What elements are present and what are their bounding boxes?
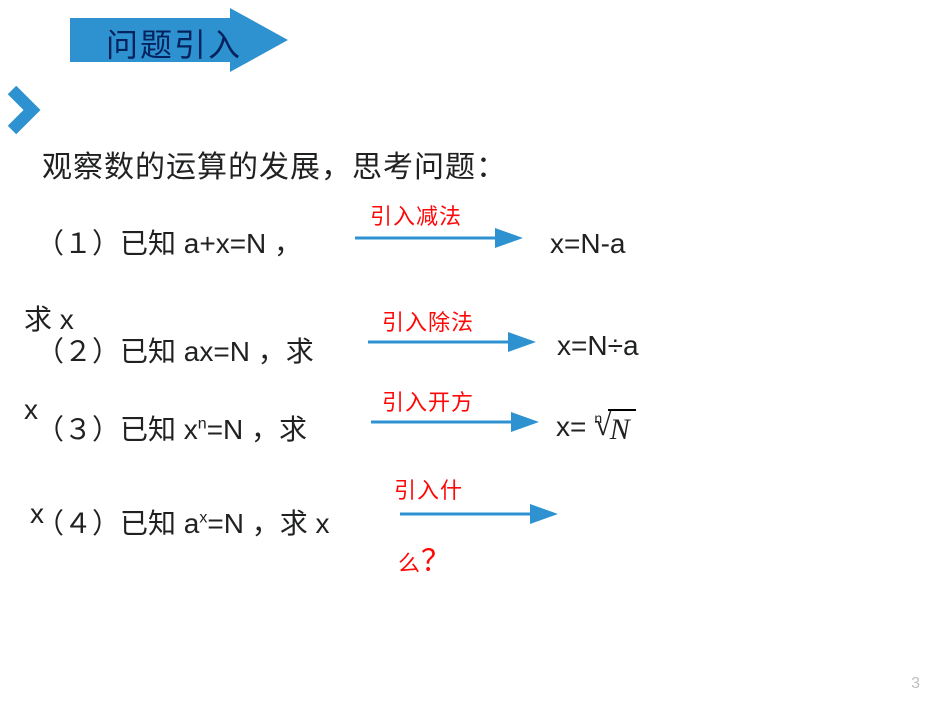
row-4-label-b-text: 么: [398, 551, 421, 576]
row-4-arrow-icon: [400, 502, 560, 526]
row-4-arrow-label-b: 么？: [398, 536, 452, 580]
row-3-prefix-pre: （３）已知 x: [36, 414, 198, 445]
row-3-prefix-post: =N ，求: [207, 414, 307, 445]
root-expression: n √ N: [586, 408, 635, 446]
row-3-prefix: （３）已知 xn=N ，求: [36, 408, 307, 448]
row-4-prefix: （４）已知 ax=N ，求 x: [36, 502, 330, 542]
page-number: 3: [911, 675, 920, 693]
row-1-result: x=N-a: [550, 228, 625, 260]
row-1-arrow-icon: [355, 226, 525, 250]
row-2-prefix: （２）已知 ax=N ，求: [36, 330, 314, 370]
row-3-result: x= n √ N: [556, 408, 636, 446]
row-1-prefix: （１）已知 a+x=N ，: [36, 222, 302, 262]
row-4-x-left: x: [30, 498, 44, 530]
row-2-result: x=N÷a: [557, 330, 639, 362]
row-3-arrow-icon: [371, 410, 541, 434]
row-3-result-prefix: x=: [556, 411, 586, 443]
row-4-arrow-label-a: 引入什: [394, 473, 463, 505]
corner-chevron-icon: [8, 86, 42, 134]
question-mark: ？: [421, 545, 452, 578]
row-4-prefix-pre: （４）已知 a: [36, 508, 199, 539]
row-4-prefix-post: =N ，求 x: [207, 508, 329, 539]
root-radicand: N: [608, 409, 636, 447]
row-2-arrow-icon: [368, 330, 538, 354]
header-title: 问题引入: [106, 20, 242, 66]
intro-text: 观察数的运算的发展，思考问题：: [42, 142, 507, 186]
row-3-prefix-sup: n: [198, 416, 207, 433]
